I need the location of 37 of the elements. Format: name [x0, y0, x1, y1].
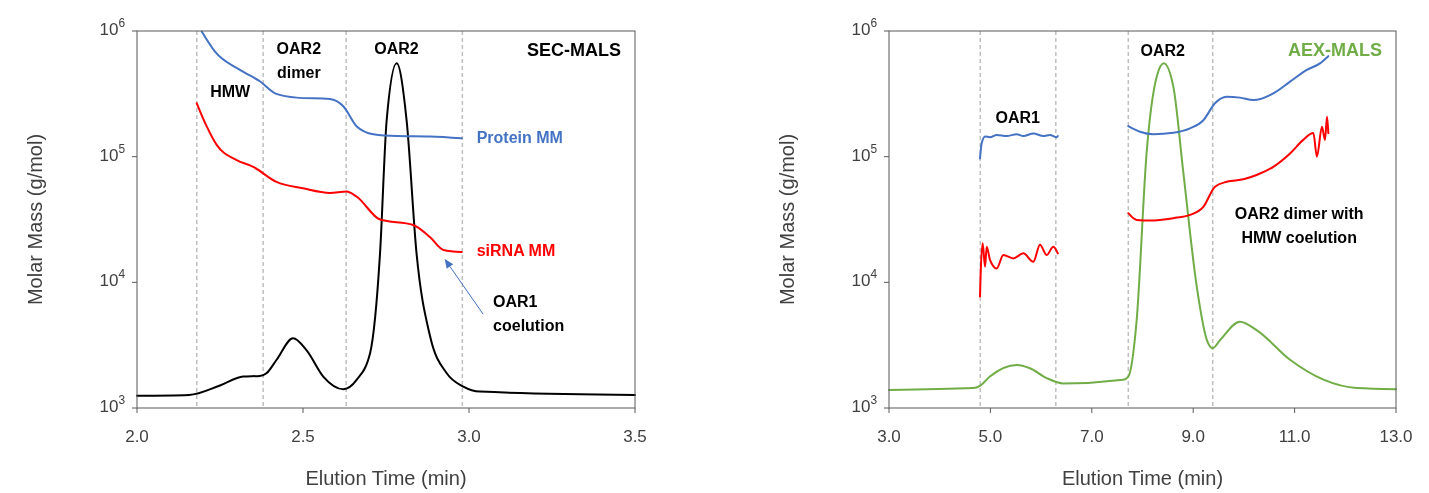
series-label: siRNA MM [476, 242, 556, 260]
y-tick-label: 10$^{3}$ [99, 393, 126, 417]
annotation: OAR2 dimer [276, 40, 322, 82]
x-tick-label: 5.0 [978, 427, 1003, 447]
line-series [888, 62, 1397, 392]
y-tick-label: 10$^{4}$ [851, 267, 878, 291]
annotation: HMW [210, 83, 252, 101]
x-tick-label: 3.0 [877, 427, 901, 447]
x-axis-title: Elution Time (min) [305, 467, 467, 490]
y-tick-label: 10$^{6}$ [851, 16, 878, 40]
line-series [200, 30, 463, 140]
text: SEC-MALS [527, 39, 621, 60]
series-label: Protein MM [476, 128, 563, 146]
y-axis-title: Molar Mass (g/mol) [24, 133, 47, 306]
y-tick-label: 10$^{4}$ [99, 267, 126, 291]
line-series [195, 102, 463, 254]
x-tick-label: 3.5 [623, 427, 647, 447]
x-tick-label: 11.0 [1278, 427, 1311, 447]
x-tick-label: 2.5 [291, 427, 315, 447]
annotation: OAR2 [374, 40, 419, 58]
x-tick-label: 7.0 [1079, 427, 1104, 447]
annotation: OAR1 [995, 109, 1041, 127]
text: AEX-MALS [1288, 39, 1382, 60]
annotation: OAR2 [1140, 41, 1186, 59]
x-tick-label: 13.0 [1379, 427, 1413, 447]
y-tick-label: 10$^{3}$ [851, 393, 878, 417]
annotation: OAR1 coelution [493, 293, 565, 335]
x-tick-label: 9.0 [1181, 427, 1206, 447]
x-tick-label: 2.0 [125, 427, 149, 447]
annotation: OAR2 dimer with HMW coelution [1234, 205, 1364, 247]
y-tick-label: 10$^{5}$ [851, 141, 878, 166]
y-tick-label: 10$^{6}$ [99, 16, 126, 40]
y-axis-title: Molar Mass (g/mol) [776, 133, 799, 306]
line-series [136, 62, 636, 397]
x-axis-title: Elution Time (min) [1061, 467, 1224, 490]
x-tick-label: 3.0 [457, 427, 481, 447]
y-tick-label: 10$^{5}$ [99, 141, 126, 166]
